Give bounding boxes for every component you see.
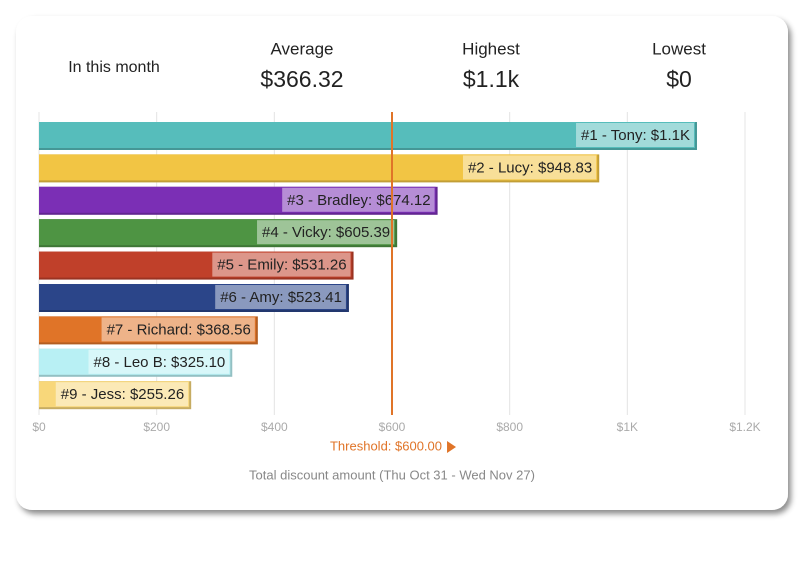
label-background	[212, 252, 351, 277]
bar-value-label: #1 - Tony: $1.1K	[581, 127, 690, 144]
stat-label: Average	[270, 39, 333, 58]
x-tick-label: $0	[32, 420, 46, 434]
bar-value-label: #6 - Amy: $523.41	[220, 289, 342, 306]
label-background	[576, 123, 694, 147]
stat-value: $1.1k	[463, 66, 520, 92]
bar-value-label: #8 - Leo B: $325.10	[93, 354, 225, 371]
x-tick-label: $200	[143, 420, 170, 434]
label-background	[88, 349, 230, 374]
bar-value-label: #9 - Jess: $255.26	[61, 386, 184, 403]
label-background	[215, 285, 346, 309]
x-axis-title: Total discount amount (Thu Oct 31 - Wed …	[249, 467, 535, 482]
x-tick-label: $1K	[617, 420, 638, 434]
stats-caption: In this month	[68, 59, 160, 76]
bar-value-label: #7 - Richard: $368.56	[107, 321, 251, 338]
bar-value-label: #3 - Bradley: $674.12	[287, 192, 430, 209]
threshold-arrow	[447, 441, 457, 453]
stat-value: $366.32	[260, 66, 343, 92]
stat-label: Highest	[462, 39, 520, 58]
label-background	[257, 220, 395, 245]
bar-value-label: #4 - Vicky: $605.39	[262, 224, 390, 241]
x-tick-label: $800	[496, 420, 523, 434]
bar-value-label: #2 - Lucy: $948.83	[468, 159, 592, 176]
stat-value: $0	[666, 66, 692, 92]
stat-label: Lowest	[652, 39, 706, 58]
x-tick-label: $1.2K	[729, 420, 760, 434]
bar-value-label: #5 - Emily: $531.26	[217, 257, 346, 274]
label-background	[462, 155, 597, 180]
x-tick-label: $600	[379, 420, 406, 434]
threshold-label: Threshold: $600.00	[330, 438, 442, 453]
label-background	[282, 187, 435, 212]
label-background	[55, 382, 189, 407]
label-background	[101, 317, 255, 342]
x-tick-label: $400	[261, 420, 288, 434]
